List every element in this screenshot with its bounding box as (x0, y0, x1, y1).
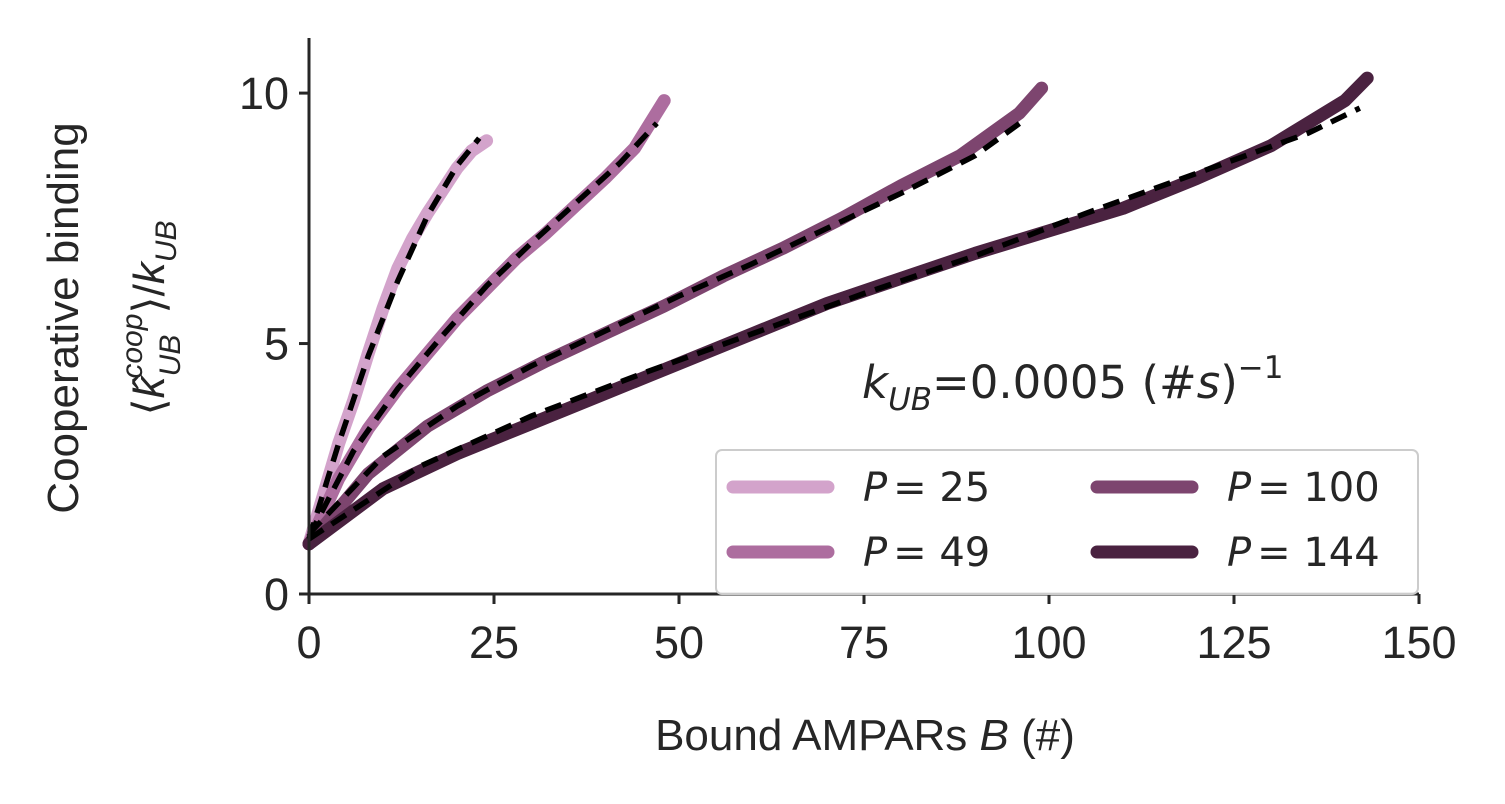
axes: 0 25 50 75 100 125 150 0 5 10 (239, 38, 1457, 668)
x-tick-label: 25 (469, 617, 519, 668)
y-tick-label: 5 (264, 319, 289, 370)
y-tick-label: 0 (264, 569, 289, 620)
y-axis-title-line2: ⟨k̂UBcoop⟩/kUB (116, 221, 187, 416)
fit-line-3 (307, 105, 1361, 542)
legend-label-2: P = 100 (1227, 465, 1380, 511)
legend: P = 25 P = 49 P = 100 P = 144 (715, 449, 1419, 595)
plot-area (302, 71, 1374, 551)
legend-label-0: P = 25 (863, 465, 990, 511)
series-line-0 (302, 134, 494, 551)
legend-label-1: P = 49 (863, 530, 990, 576)
fit-line-2 (307, 115, 1029, 536)
x-tick-label: 125 (1196, 617, 1271, 668)
x-tick-label: 100 (1011, 617, 1086, 668)
annotation-rate-constant: kUB=0.0005 (#s)−1 (862, 350, 1283, 418)
fit-line-1 (306, 121, 659, 538)
y-axis-title: Cooperative binding ⟨k̂UBcoop⟩/kUB (39, 122, 187, 513)
y-tick-label: 10 (239, 68, 289, 119)
x-tick-label: 0 (296, 617, 321, 668)
x-axis-title: Bound AMPARs B (#) (655, 711, 1075, 760)
legend-label-3: P = 144 (1227, 530, 1380, 576)
legend-frame (715, 449, 1419, 595)
x-tick-label: 150 (1381, 617, 1456, 668)
x-tick-label: 50 (654, 617, 704, 668)
fit-line-0 (306, 136, 482, 540)
x-tick-label: 75 (839, 617, 889, 668)
y-axis-title-line1: Cooperative binding (39, 122, 88, 513)
